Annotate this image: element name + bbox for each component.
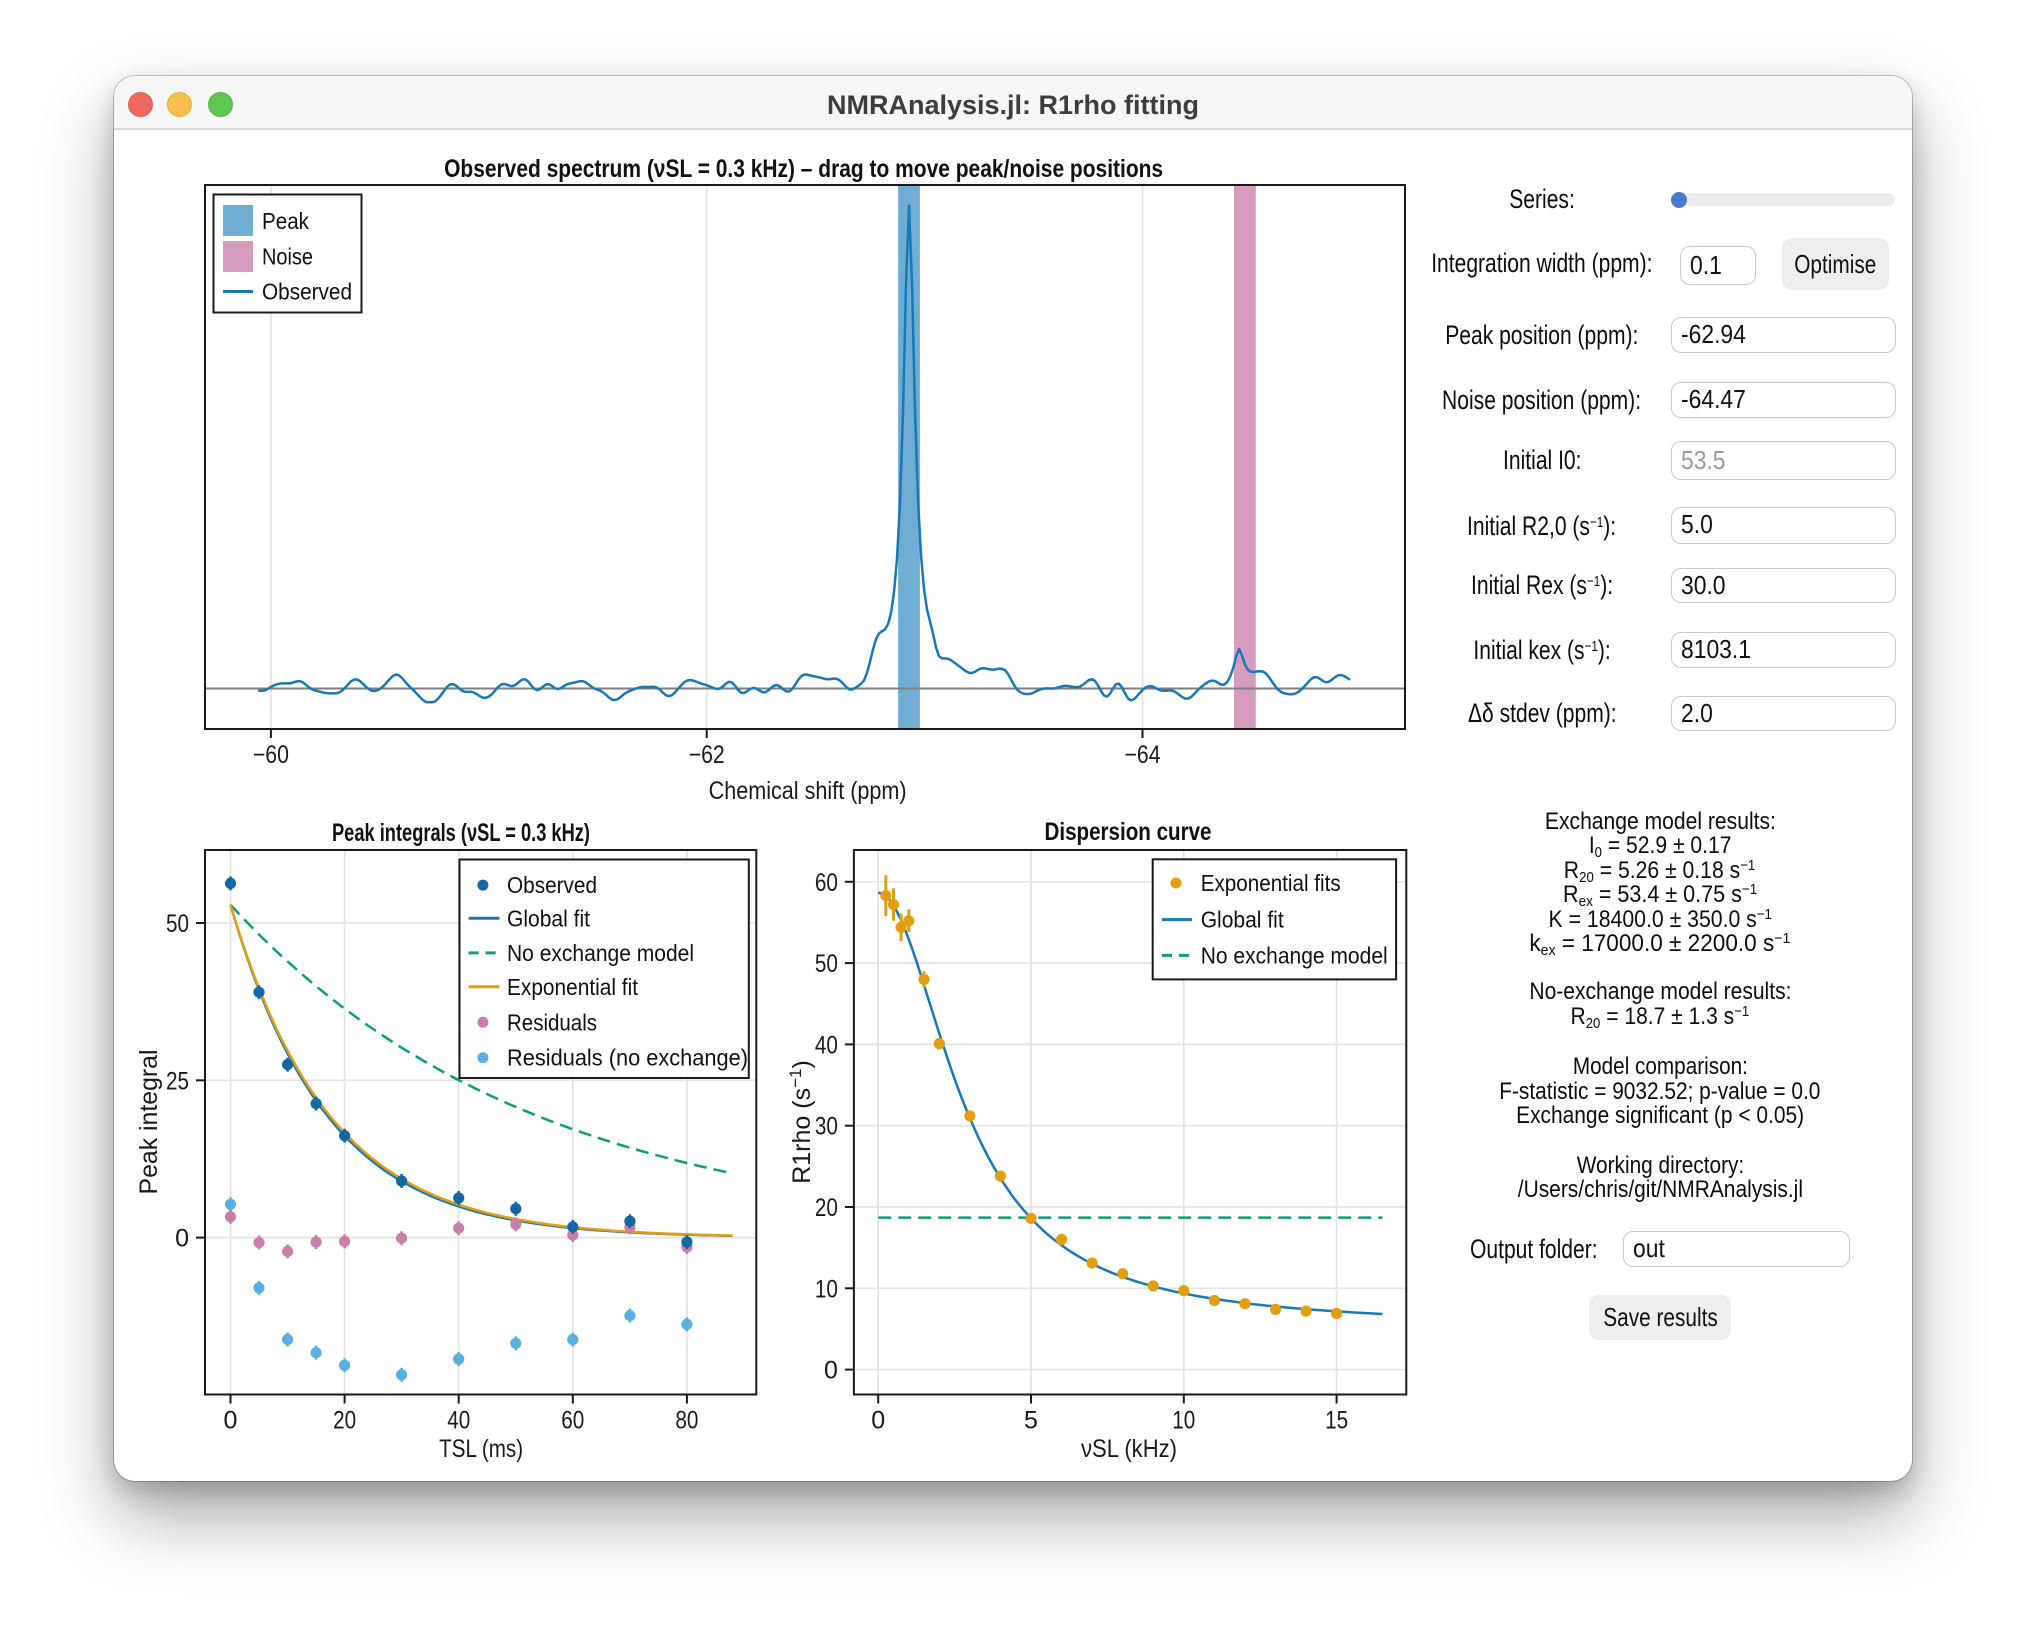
svg-text:Observed: Observed: [507, 872, 597, 898]
svg-text:0: 0: [871, 1407, 885, 1435]
svg-text:Global fit: Global fit: [507, 905, 591, 931]
svg-text:80: 80: [675, 1407, 698, 1435]
svg-text:−64: −64: [1125, 741, 1161, 769]
svg-text:Observed spectrum (νSL = 0.3 k: Observed spectrum (νSL = 0.3 kHz) – drag…: [444, 155, 1163, 183]
svg-text:No exchange model: No exchange model: [1201, 942, 1388, 968]
svg-text:Exponential fit: Exponential fit: [507, 974, 639, 1000]
svg-text:50: 50: [815, 950, 838, 978]
svg-text:Observed: Observed: [262, 278, 352, 304]
svg-text:Peak integrals (νSL = 0.3 kHz): Peak integrals (νSL = 0.3 kHz): [332, 819, 590, 847]
svg-text:Chemical shift (ppm): Chemical shift (ppm): [709, 777, 907, 805]
svg-text:40: 40: [815, 1031, 838, 1059]
svg-text:Noise: Noise: [262, 243, 313, 269]
svg-text:50: 50: [166, 910, 189, 938]
svg-text:−62: −62: [689, 741, 725, 769]
svg-text:Dispersion curve: Dispersion curve: [1045, 818, 1212, 846]
svg-text:60: 60: [815, 869, 838, 897]
svg-text:Residuals (no exchange): Residuals (no exchange): [507, 1045, 748, 1071]
svg-text:Global fit: Global fit: [1201, 907, 1285, 933]
svg-text:0: 0: [175, 1225, 189, 1253]
svg-text:R1rho (s−1): R1rho (s−1): [786, 1060, 816, 1184]
svg-text:25: 25: [166, 1067, 189, 1095]
svg-text:Residuals: Residuals: [507, 1009, 597, 1035]
svg-text:Peak integral: Peak integral: [135, 1050, 163, 1195]
svg-text:Peak: Peak: [262, 208, 309, 234]
svg-text:20: 20: [333, 1407, 356, 1435]
svg-text:15: 15: [1325, 1407, 1348, 1435]
svg-text:Exponential fits: Exponential fits: [1201, 870, 1341, 896]
svg-text:0: 0: [224, 1407, 238, 1435]
svg-text:20: 20: [815, 1194, 838, 1222]
svg-text:0: 0: [824, 1357, 838, 1385]
svg-text:No exchange model: No exchange model: [507, 940, 694, 966]
svg-text:νSL (kHz): νSL (kHz): [1081, 1435, 1177, 1463]
svg-text:10: 10: [815, 1275, 838, 1303]
svg-text:TSL (ms): TSL (ms): [439, 1435, 523, 1463]
svg-text:−60: −60: [253, 741, 289, 769]
svg-text:60: 60: [561, 1407, 584, 1435]
svg-text:30: 30: [815, 1113, 838, 1141]
svg-text:10: 10: [1172, 1407, 1195, 1435]
svg-text:40: 40: [447, 1407, 470, 1435]
svg-text:5: 5: [1024, 1407, 1038, 1435]
